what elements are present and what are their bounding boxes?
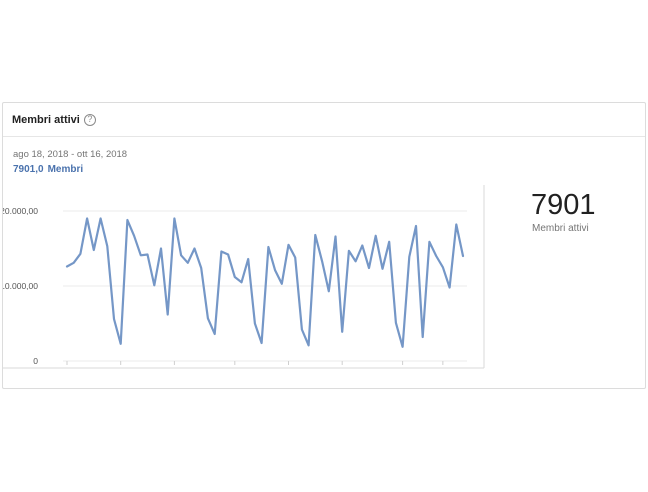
card-title: Membri attivi xyxy=(12,113,80,126)
y-tick-label: 10.000,00 xyxy=(3,281,38,291)
active-members-card: Membri attivi ? ago 18, 2018 - ott 16, 2… xyxy=(2,102,646,389)
big-number-label: Membri attivi xyxy=(532,223,589,234)
y-tick-label: 0 xyxy=(33,356,38,366)
series-line xyxy=(65,217,465,348)
summary-metric: 7901,0 Membri xyxy=(13,164,87,175)
summary-value: 7901,0 xyxy=(13,164,44,175)
y-tick-label: 20.000,00 xyxy=(3,206,38,216)
date-range: ago 18, 2018 - ott 16, 2018 xyxy=(13,149,128,160)
big-number: 7901 xyxy=(531,189,596,221)
summary-label: Membri xyxy=(47,164,84,175)
card-header: Membri attivi ? xyxy=(3,103,645,137)
help-icon[interactable]: ? xyxy=(83,113,96,126)
